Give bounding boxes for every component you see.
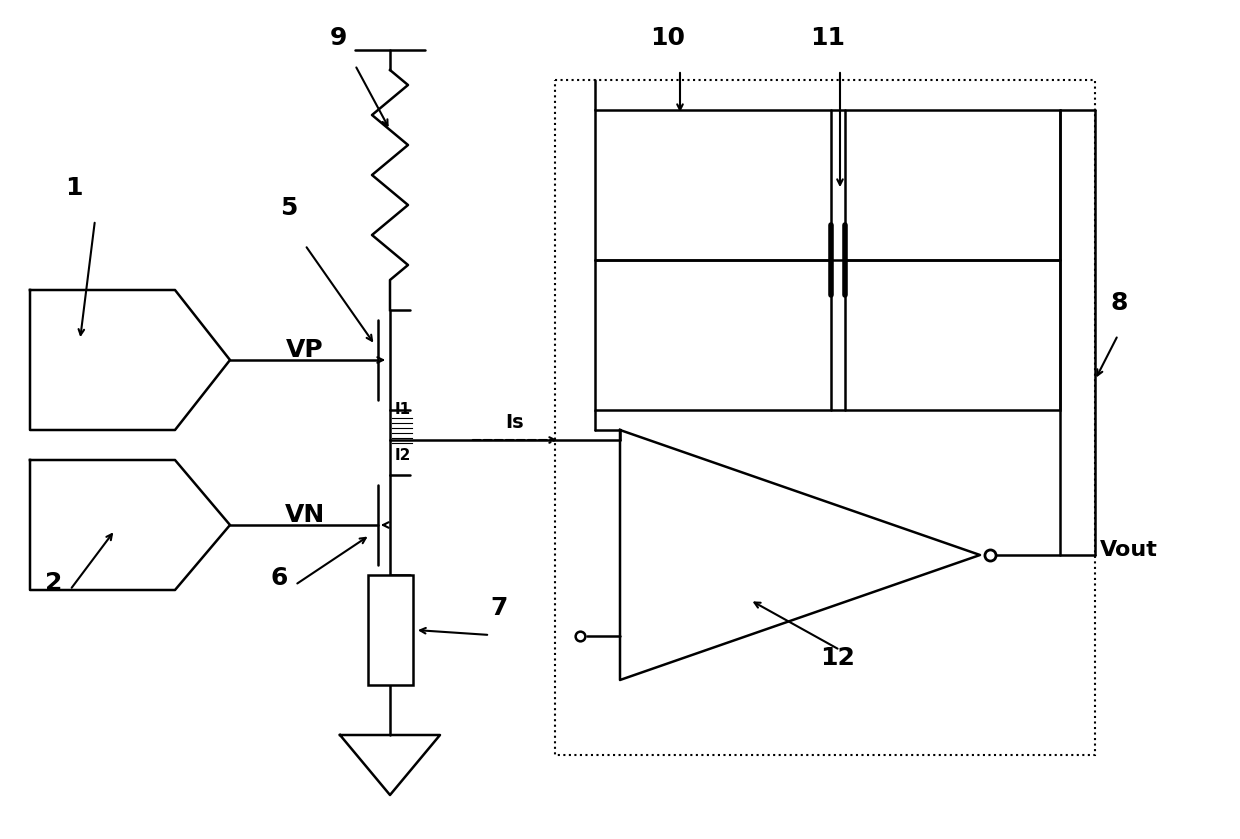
- Text: I1: I1: [396, 403, 412, 418]
- Text: 12: 12: [820, 646, 854, 670]
- Text: 1: 1: [64, 176, 83, 200]
- Text: 9: 9: [330, 26, 347, 50]
- Text: Vout: Vout: [1100, 540, 1158, 560]
- Bar: [367, 575, 413, 685]
- Text: VN: VN: [285, 503, 325, 527]
- Text: 5: 5: [280, 196, 298, 220]
- Text: VP: VP: [286, 338, 324, 362]
- Bar: [595, 110, 1060, 410]
- Text: 8: 8: [1110, 291, 1127, 315]
- Text: 11: 11: [810, 26, 844, 50]
- Text: 2: 2: [45, 571, 62, 595]
- Text: Is: Is: [506, 413, 525, 431]
- Text: 7: 7: [490, 596, 507, 620]
- Text: 6: 6: [270, 566, 288, 590]
- Bar: [556, 80, 1095, 755]
- Text: 10: 10: [650, 26, 684, 50]
- Text: I2: I2: [396, 447, 412, 462]
